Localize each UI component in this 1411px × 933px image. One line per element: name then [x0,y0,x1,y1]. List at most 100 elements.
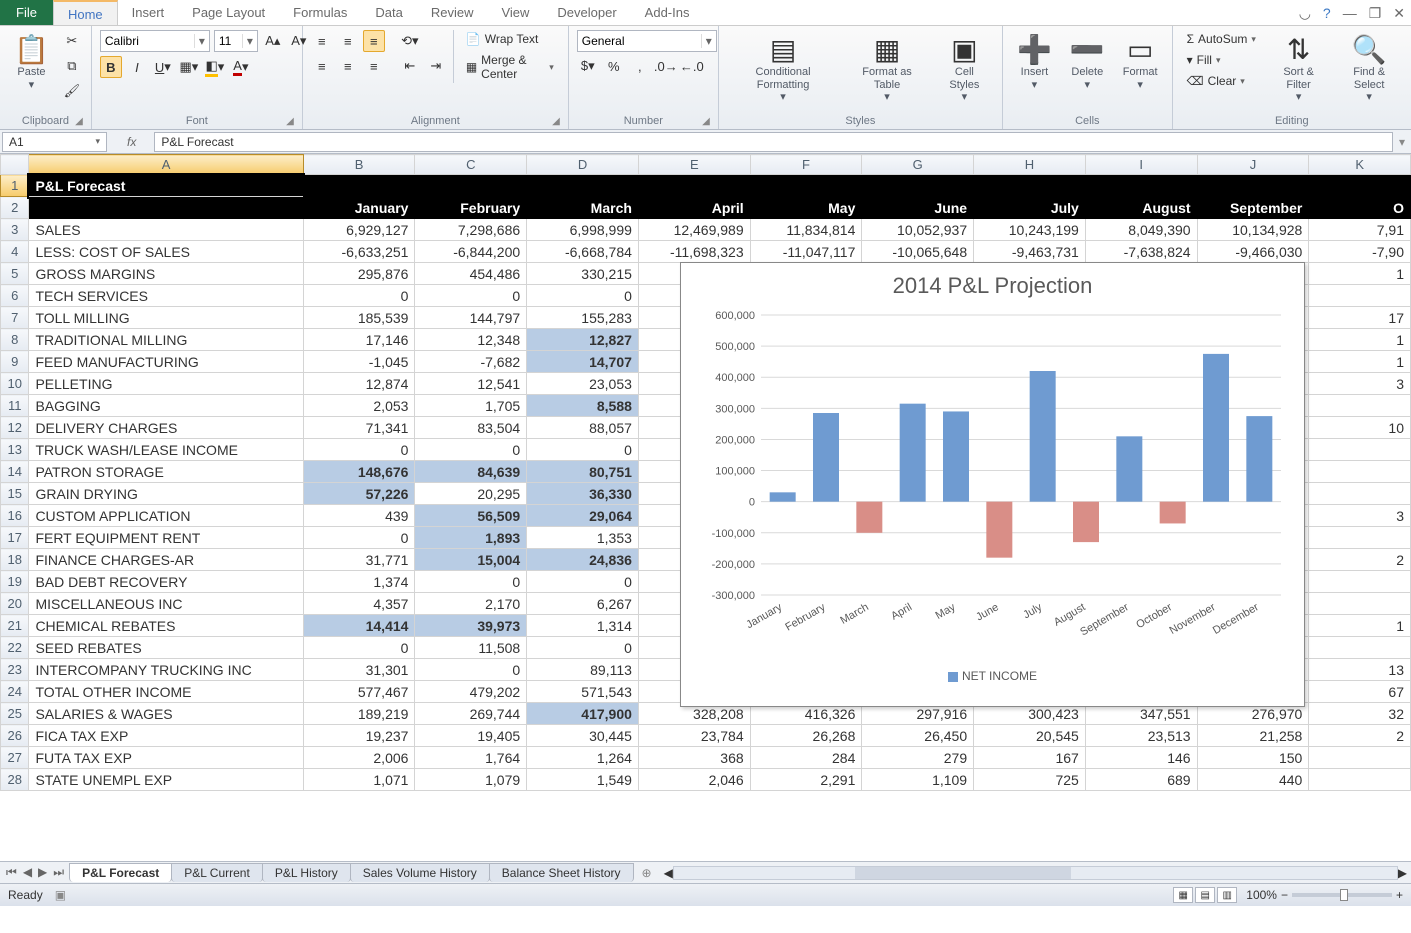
cell[interactable] [1309,637,1411,659]
cell[interactable]: 479,202 [415,681,527,703]
cell[interactable]: 1,549 [527,769,639,791]
cell[interactable] [862,175,974,197]
cell[interactable]: 39,973 [415,615,527,637]
cell[interactable]: 20,545 [974,725,1086,747]
cell[interactable]: 80,751 [527,461,639,483]
cell[interactable]: 36,330 [527,483,639,505]
conditional-formatting-button[interactable]: ▤Conditional Formatting▾ [727,30,840,106]
cell[interactable]: 150 [1197,747,1309,769]
cell[interactable]: 26,450 [862,725,974,747]
row-header[interactable]: 22 [1,637,29,659]
cell[interactable]: 10 [1309,417,1411,439]
alignment-dialog-icon[interactable]: ◢ [552,116,560,127]
cell[interactable] [1309,439,1411,461]
cell[interactable] [1309,769,1411,791]
cell[interactable]: FICA TAX EXP [29,725,303,747]
fill-color-button[interactable]: ◧▾ [204,56,226,78]
cell[interactable]: 1 [1309,351,1411,373]
cell[interactable]: GROSS MARGINS [29,263,303,285]
increase-decimal-icon[interactable]: .0→ [655,55,677,77]
cell[interactable]: 12,541 [415,373,527,395]
row-header[interactable]: 20 [1,593,29,615]
cell[interactable]: DELIVERY CHARGES [29,417,303,439]
view-page-layout-icon[interactable]: ▤ [1195,887,1215,903]
cell[interactable]: -7,90 [1309,241,1411,263]
cell[interactable]: 21,258 [1197,725,1309,747]
cell[interactable]: 2 [1309,725,1411,747]
bold-button[interactable]: B [100,56,122,78]
cell[interactable]: 84,639 [415,461,527,483]
sheet-tab[interactable]: Sales Volume History [350,863,490,882]
align-right-icon[interactable]: ≡ [363,55,385,77]
cell[interactable]: September [1197,197,1309,219]
cell[interactable]: -7,638,824 [1085,241,1197,263]
formula-input[interactable]: P&L Forecast [154,132,1393,152]
cell[interactable]: 330,215 [527,263,639,285]
cell[interactable]: 1,314 [527,615,639,637]
cell[interactable]: 279 [862,747,974,769]
cell[interactable]: 10,243,199 [974,219,1086,241]
sort-filter-button[interactable]: ⇅Sort & Filter▾ [1268,30,1329,106]
cell[interactable]: 2 [1309,549,1411,571]
merge-center-button[interactable]: ▦ Merge & Center ▾ [460,51,560,83]
cell[interactable]: 14,414 [303,615,415,637]
column-header[interactable]: C [415,155,527,175]
cell[interactable]: 7,91 [1309,219,1411,241]
format-painter-button[interactable]: 🖌 [61,80,83,102]
row-header[interactable]: 23 [1,659,29,681]
cell[interactable]: 6,267 [527,593,639,615]
row-header[interactable]: 3 [1,219,29,241]
cut-button[interactable]: ✂ [61,30,83,52]
align-left-icon[interactable]: ≡ [311,55,333,77]
cell[interactable] [303,175,415,197]
column-header[interactable]: I [1085,155,1197,175]
sheet-nav-last-icon[interactable]: ⏭ [51,865,66,880]
cell[interactable]: 689 [1085,769,1197,791]
cell[interactable]: SALES [29,219,303,241]
sheet-nav-first-icon[interactable]: ⏮ [4,865,19,880]
cell[interactable]: 10,134,928 [1197,219,1309,241]
cell[interactable]: 89,113 [527,659,639,681]
cell[interactable] [1309,461,1411,483]
sheet-tab[interactable]: Balance Sheet History [489,863,634,882]
number-dialog-icon[interactable]: ◢ [702,116,710,127]
format-as-table-button[interactable]: ▦Format as Table▾ [845,30,928,106]
cell[interactable]: LESS: COST OF SALES [29,241,303,263]
help-icon[interactable]: ? [1317,0,1337,25]
row-header[interactable]: 14 [1,461,29,483]
cell[interactable]: 83,504 [415,417,527,439]
cell[interactable] [974,175,1086,197]
cell[interactable]: -10,065,648 [862,241,974,263]
cell[interactable]: 19,237 [303,725,415,747]
cell[interactable]: -11,047,117 [750,241,862,263]
cell[interactable]: 19,405 [415,725,527,747]
cell[interactable]: 11,834,814 [750,219,862,241]
column-header[interactable]: H [974,155,1086,175]
cell[interactable] [29,197,303,219]
cell[interactable]: CHEMICAL REBATES [29,615,303,637]
underline-button[interactable]: U▾ [152,56,174,78]
cell[interactable]: 56,509 [415,505,527,527]
align-middle-icon[interactable]: ≡ [337,30,359,52]
align-top-icon[interactable]: ≡ [311,30,333,52]
cell[interactable]: BAD DEBT RECOVERY [29,571,303,593]
cell[interactable]: 6,929,127 [303,219,415,241]
cell[interactable]: PELLETING [29,373,303,395]
column-header[interactable]: J [1197,155,1309,175]
cell[interactable]: 12,827 [527,329,639,351]
cell[interactable]: April [638,197,750,219]
cell[interactable]: 440 [1197,769,1309,791]
cell[interactable]: 2,053 [303,395,415,417]
cell[interactable]: 88,057 [527,417,639,439]
cell[interactable]: TECH SERVICES [29,285,303,307]
font-color-button[interactable]: A▾ [230,56,252,78]
cell[interactable] [1085,175,1197,197]
cell[interactable]: 0 [527,571,639,593]
formula-expand-icon[interactable]: ▾ [1393,135,1411,149]
cell[interactable] [1309,285,1411,307]
cell[interactable]: 12,469,989 [638,219,750,241]
window-minimize-icon[interactable]: — [1337,0,1363,25]
view-normal-icon[interactable]: ▦ [1173,887,1193,903]
cell[interactable]: PATRON STORAGE [29,461,303,483]
cell[interactable]: 0 [415,571,527,593]
